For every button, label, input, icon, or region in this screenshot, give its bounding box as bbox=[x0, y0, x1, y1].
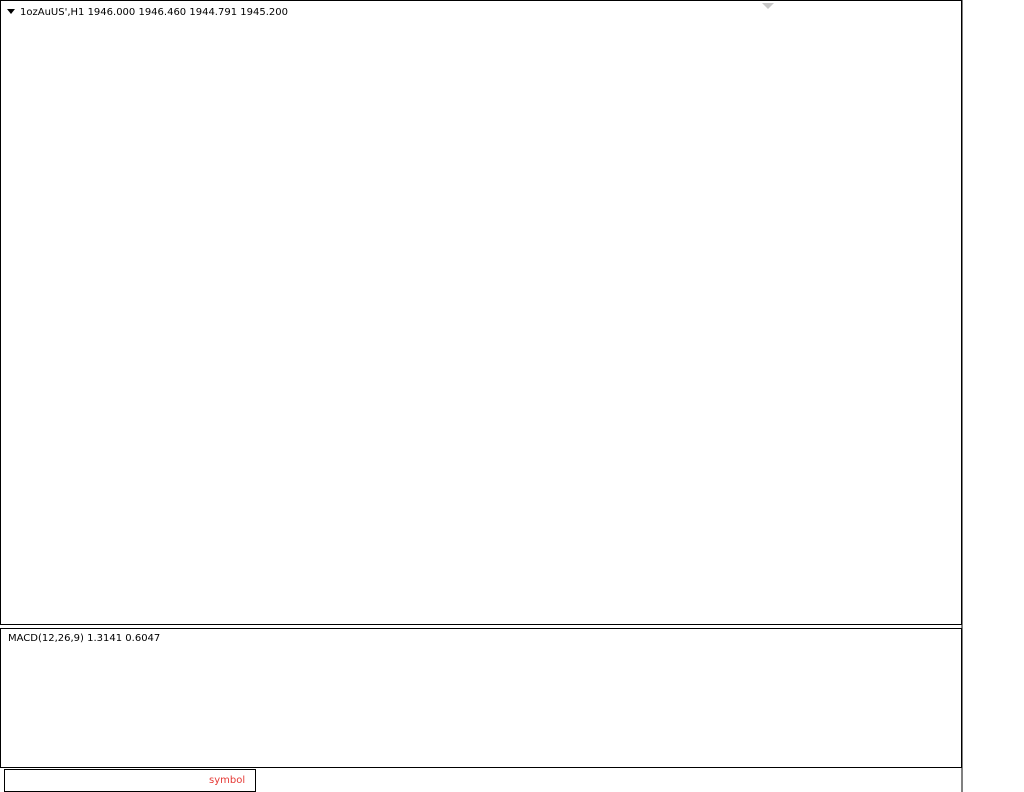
chart-title: 1ozAuUS',H1 1946.000 1946.460 1944.791 1… bbox=[20, 7, 288, 18]
menu-arrow[interactable] bbox=[7, 9, 15, 14]
shift-marker[interactable] bbox=[762, 3, 774, 9]
main-panel bbox=[0, 0, 962, 625]
symbol-input[interactable]: symbol bbox=[209, 775, 245, 786]
macd-title: MACD(12,26,9) 1.3141 0.6047 bbox=[8, 633, 160, 644]
text-layer: 1ozAuUS',H1 1946.000 1946.460 1944.791 1… bbox=[4, 3, 774, 792]
macd-panel bbox=[0, 628, 962, 768]
